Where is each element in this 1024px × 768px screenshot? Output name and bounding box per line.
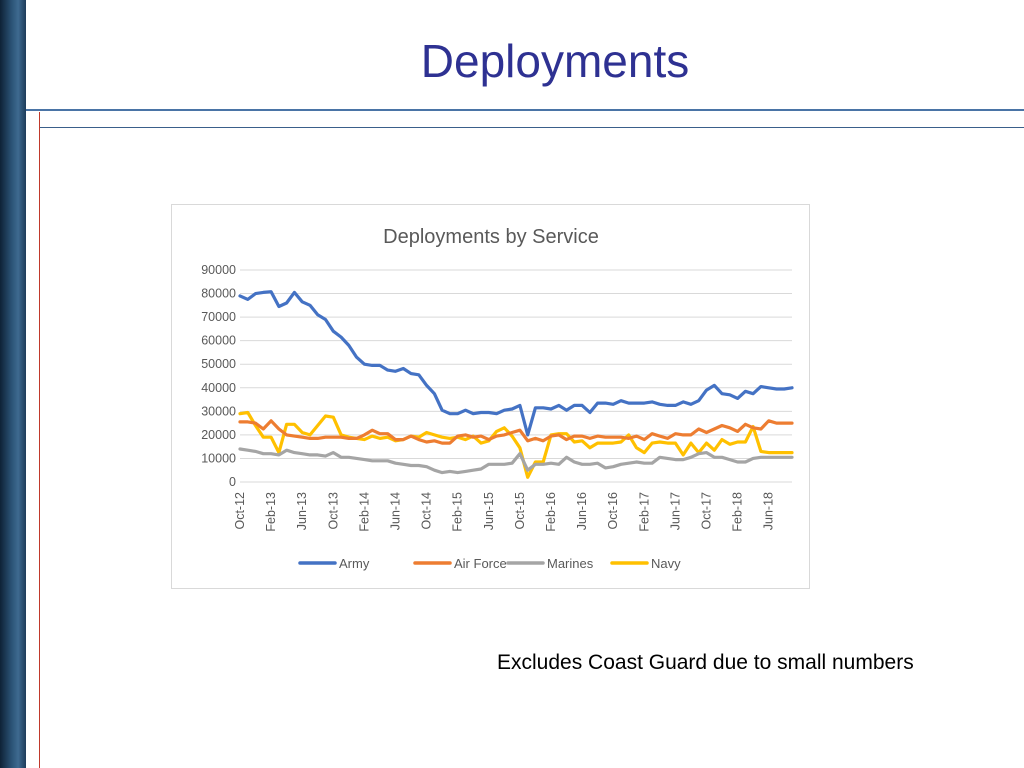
legend-label: Navy [651,556,681,571]
x-tick-label: Oct-17 [699,492,713,530]
y-tick-label: 50000 [201,357,236,371]
x-tick-label: Oct-14 [420,492,434,530]
decorative-side-bar [0,0,26,768]
legend-label: Air Force [454,556,507,571]
slide-title: Deployments [420,35,690,87]
y-tick-label: 10000 [201,451,236,465]
title-divider [26,109,1024,111]
series-line-air-force [238,419,794,445]
y-tick-label: 40000 [201,381,236,395]
x-tick-label: Feb-14 [357,492,371,532]
x-tick-label: Jun-16 [575,492,589,530]
chart-title: Deployments by Service [383,226,599,248]
y-tick-label: 90000 [201,263,236,277]
series-line-army [238,290,794,437]
legend-label: Army [339,556,370,571]
x-tick-label: Jun-13 [295,492,309,530]
x-tick-label: Feb-13 [264,492,278,532]
legend-label: Marines [547,556,594,571]
footnote: Excludes Coast Guard due to small number… [497,651,914,674]
x-tick-label: Feb-18 [731,492,745,532]
x-tick-label: Feb-17 [637,492,651,532]
x-tick-label: Feb-15 [451,492,465,532]
x-tick-label: Oct-15 [513,492,527,530]
y-tick-label: 70000 [201,310,236,324]
x-tick-label: Oct-12 [233,492,247,530]
series-line-marines [238,447,794,475]
y-tick-label: 80000 [201,287,236,301]
y-tick-label: 0 [229,475,236,489]
x-tick-label: Jun-18 [762,492,776,530]
x-tick-label: Oct-13 [326,492,340,530]
y-tick-label: 60000 [201,334,236,348]
x-tick-label: Jun-15 [482,492,496,530]
chart-container: Deployments by Service 90000 80000 70000 60… [171,204,810,589]
line-chart: Deployments by Service 90000 80000 70000 60… [201,226,794,571]
x-tick-label: Jun-17 [668,492,682,530]
x-tick-label: Oct-16 [606,492,620,530]
series-line-navy [238,410,794,479]
x-tick-label: Jun-14 [388,492,402,530]
y-tick-label: 30000 [201,404,236,418]
x-tick-label: Feb-16 [544,492,558,532]
secondary-divider [40,127,1024,128]
y-tick-label: 20000 [201,428,236,442]
left-margin-line [39,112,40,768]
